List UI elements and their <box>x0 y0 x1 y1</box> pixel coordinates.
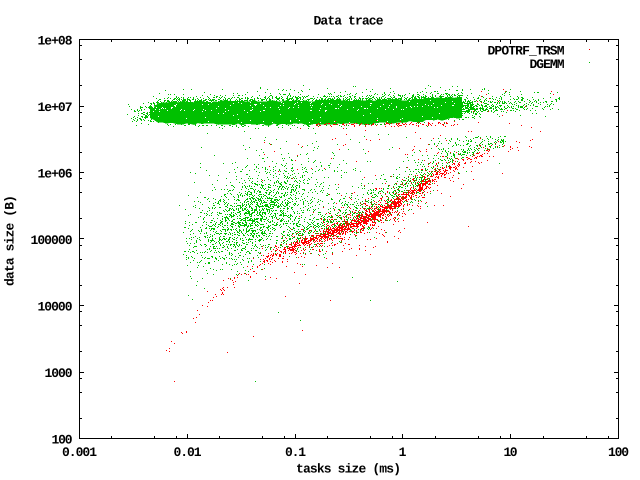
svg-text:1: 1 <box>399 445 407 460</box>
svg-text:10: 10 <box>504 445 518 460</box>
svg-text:Data trace: Data trace <box>314 14 384 29</box>
svg-text:10000: 10000 <box>38 299 73 314</box>
svg-text:0.01: 0.01 <box>174 445 202 460</box>
svg-text:1e+06: 1e+06 <box>38 166 73 181</box>
svg-text:1e+08: 1e+08 <box>38 33 73 48</box>
svg-text:0.001: 0.001 <box>62 445 97 460</box>
svg-text:0.1: 0.1 <box>285 445 306 460</box>
svg-text:100: 100 <box>52 432 73 447</box>
svg-text:DPOTRF_TRSM: DPOTRF_TRSM <box>488 43 565 58</box>
svg-text:1e+07: 1e+07 <box>38 100 73 115</box>
svg-text:100000: 100000 <box>31 233 73 248</box>
svg-text:DGEMM: DGEMM <box>530 57 565 72</box>
svg-text:100: 100 <box>608 445 629 460</box>
svg-text:1000: 1000 <box>45 366 73 381</box>
svg-text:tasks size (ms): tasks size (ms) <box>296 462 401 477</box>
svg-text:data size (B): data size (B) <box>3 195 18 286</box>
